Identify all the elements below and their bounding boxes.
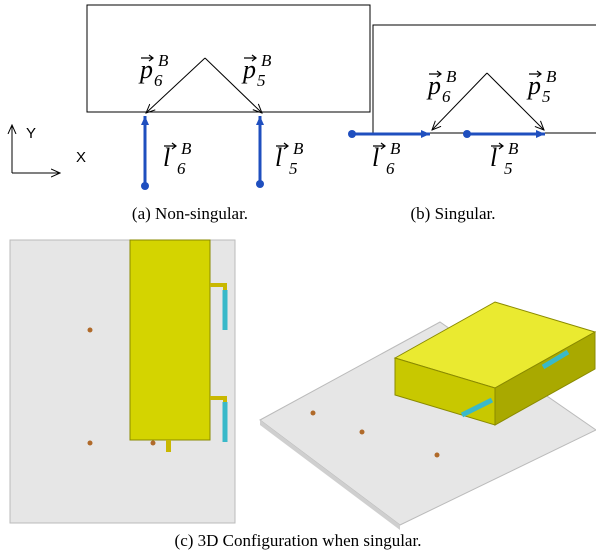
joint (435, 453, 440, 458)
vector-superscript: B (261, 51, 272, 70)
caption: (a) Non-singular. (132, 204, 248, 223)
vector-symbol: l (163, 143, 170, 172)
moving-platform (130, 240, 210, 440)
vector-superscript: B (508, 139, 519, 158)
joint (88, 328, 93, 333)
vector-subscript: 5 (542, 87, 551, 106)
vector-subscript: 6 (177, 159, 186, 178)
platform (373, 25, 596, 133)
figure: Y X (a) Non-singular. (b) Singular. (0, 0, 596, 553)
vector-symbol: l (372, 143, 379, 172)
vector-superscript: B (390, 139, 401, 158)
axis-label: X (76, 149, 86, 166)
vector-superscript: B (158, 51, 169, 70)
vector-subscript: 6 (154, 71, 163, 90)
vector-symbol: p (241, 55, 256, 84)
panel-b: (b) Singular. (348, 25, 596, 223)
vector-subscript: 5 (504, 159, 513, 178)
vector-superscript: B (181, 139, 192, 158)
vector-subscript: 5 (289, 159, 298, 178)
vector-superscript: B (446, 67, 457, 86)
vector-symbol: l (275, 143, 282, 172)
joint (151, 441, 156, 446)
vector-symbol: p (526, 71, 541, 100)
joint (88, 441, 93, 446)
vector-subscript: 6 (442, 87, 451, 106)
joint (141, 182, 149, 190)
joint (463, 130, 471, 138)
joint (256, 180, 264, 188)
caption: (c) 3D Configuration when singular. (175, 531, 422, 550)
panel-a: Y X (a) Non-singular. (12, 5, 370, 223)
vector-superscript: B (293, 139, 304, 158)
axis-label: Y (26, 125, 36, 142)
platform (87, 5, 370, 112)
vector-subscript: 6 (386, 159, 395, 178)
joint (311, 411, 316, 416)
panel-c: (c) 3D Configuration when singular. (10, 240, 596, 550)
joint (348, 130, 356, 138)
caption: (b) Singular. (411, 204, 496, 223)
joint (360, 430, 365, 435)
leg (166, 440, 171, 452)
vector-symbol: p (426, 71, 441, 100)
vector-subscript: 5 (257, 71, 266, 90)
vector-symbol: l (490, 143, 497, 172)
vector-superscript: B (546, 67, 557, 86)
vector-symbol: p (138, 55, 153, 84)
